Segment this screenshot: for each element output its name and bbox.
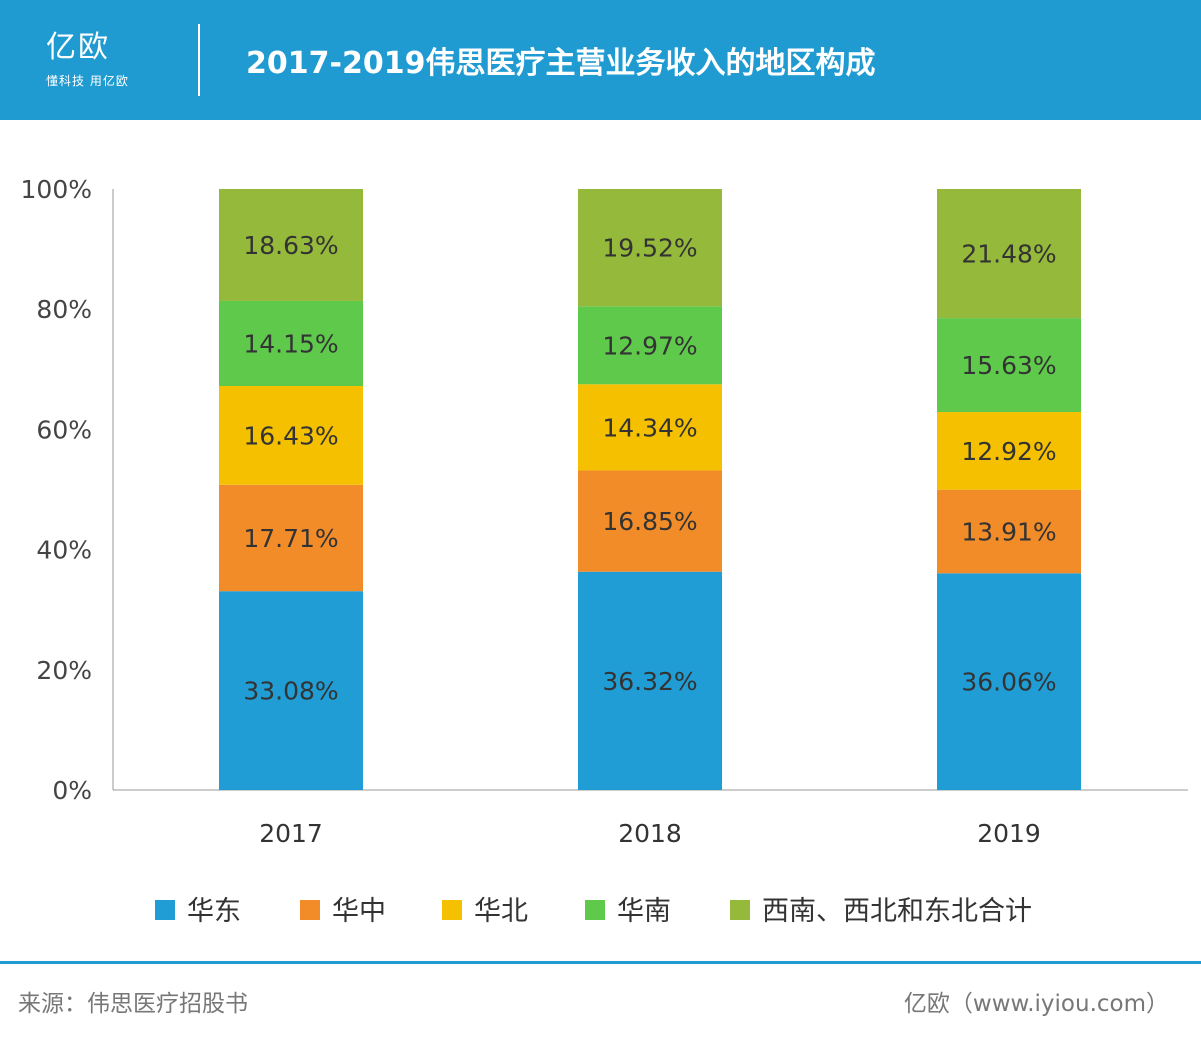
bar-segment [937, 489, 1081, 574]
data-label: 16.85% [602, 507, 697, 536]
bar-segment [578, 306, 722, 385]
legend-swatch [730, 900, 750, 920]
y-tick-label: 60% [36, 415, 92, 444]
y-tick-label: 40% [36, 536, 92, 565]
chart-title: 2017-2019伟思医疗主营业务收入的地区构成 [246, 46, 876, 81]
data-label: 21.48% [961, 240, 1056, 269]
x-tick-label: 2018 [618, 819, 682, 848]
bar-segment [937, 412, 1081, 490]
y-tick-label: 0% [52, 776, 92, 805]
data-label: 17.71% [243, 524, 338, 553]
data-label: 18.63% [243, 231, 338, 260]
bar-segment [219, 591, 363, 790]
bar-segment [578, 384, 722, 471]
bar-segment [219, 300, 363, 387]
bar-segment [578, 571, 722, 790]
legend-swatch [442, 900, 462, 920]
legend-label: 华北 [474, 896, 528, 927]
data-label: 14.15% [243, 329, 338, 358]
header-divider [198, 24, 200, 96]
data-label: 36.06% [961, 668, 1056, 697]
y-tick-label: 20% [36, 656, 92, 685]
logo-slogan: 懂科技 用亿欧 [46, 74, 129, 88]
source-note: 来源：伟思医疗招股书 [18, 991, 248, 1017]
credit-note: 亿欧（www.iyiou.com） [903, 991, 1169, 1017]
header-bar: 亿欧 懂科技 用亿欧 2017-2019伟思医疗主营业务收入的地区构成 [0, 0, 1201, 120]
footer-divider [0, 961, 1201, 964]
bar-segment [937, 189, 1081, 319]
data-label: 36.32% [602, 667, 697, 696]
logo-text: 亿欧 [46, 30, 110, 65]
bar-segment [219, 484, 363, 592]
bar-segment [219, 189, 363, 301]
data-label: 12.92% [961, 437, 1056, 466]
legend-label: 华东 [187, 896, 241, 927]
x-tick-label: 2017 [259, 819, 323, 848]
legend-swatch [155, 900, 175, 920]
bar-segment [937, 318, 1081, 413]
data-label: 19.52% [602, 234, 697, 263]
legend-swatch [585, 900, 605, 920]
legend-label: 华南 [617, 896, 671, 927]
data-label: 12.97% [602, 331, 697, 360]
data-label: 16.43% [243, 421, 338, 450]
bar-segment [578, 470, 722, 572]
bar-segment [937, 573, 1081, 790]
legend-label: 西南、西北和东北合计 [762, 896, 1032, 927]
logo: 亿欧 懂科技 用亿欧 [46, 22, 129, 89]
bar-segment [578, 189, 722, 307]
stacked-bar-chart: 0% 20% 40% 60% 80% 100% 33.08% 17.71% 16.43% 14.1… [21, 175, 1188, 927]
data-label: 15.63% [961, 351, 1056, 380]
data-label: 13.91% [961, 517, 1056, 546]
data-label: 14.34% [602, 413, 697, 442]
y-tick-label: 100% [21, 175, 92, 204]
legend-swatch [300, 900, 320, 920]
bar-segment [219, 386, 363, 485]
data-label: 33.08% [243, 677, 338, 706]
x-tick-label: 2019 [977, 819, 1041, 848]
y-tick-label: 80% [36, 295, 92, 324]
legend-label: 华中 [332, 896, 386, 927]
